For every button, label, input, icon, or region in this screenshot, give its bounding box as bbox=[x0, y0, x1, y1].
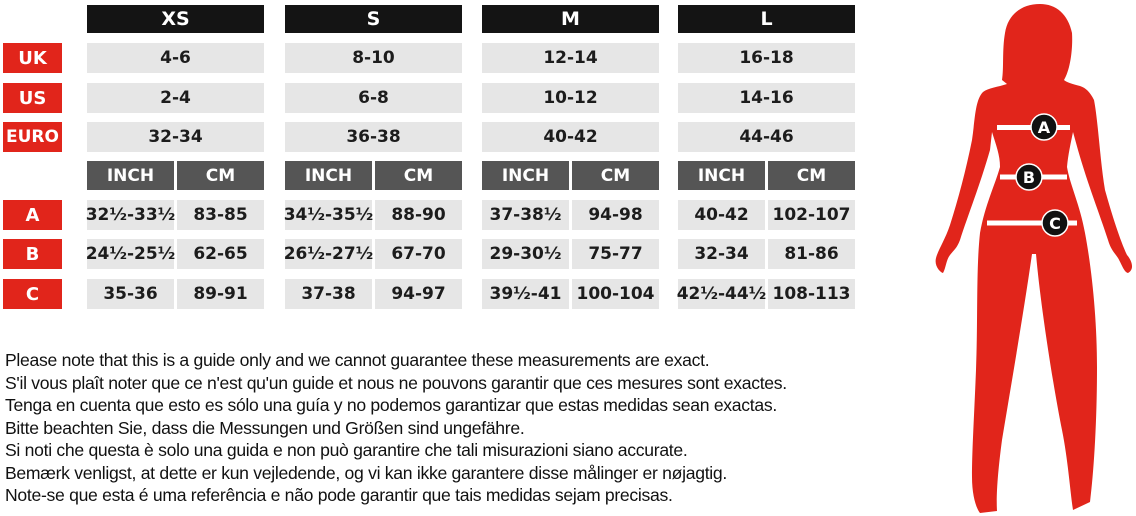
measure-a-cm-xs: 83-85 bbox=[177, 200, 264, 230]
inch-header: INCH bbox=[87, 161, 174, 190]
measure-b-inch-l: 32-34 bbox=[678, 239, 765, 269]
euro-size-s: 36-38 bbox=[285, 122, 462, 152]
size-header-xs: XS bbox=[87, 5, 264, 33]
measure-c-cm-xs: 89-91 bbox=[177, 279, 264, 309]
us-size-m: 10-12 bbox=[482, 83, 659, 113]
measure-a-inch-m: 37-38½ bbox=[482, 200, 569, 230]
measure-c-inch-m: 39½-41 bbox=[482, 279, 569, 309]
measure-b-cm-l: 81-86 bbox=[768, 239, 855, 269]
uk-size-m: 12-14 bbox=[482, 43, 659, 73]
note-en: Please note that this is a guide only an… bbox=[5, 350, 710, 370]
cm-header: CM bbox=[572, 161, 659, 190]
row-label-a: A bbox=[3, 200, 62, 230]
female-silhouette-icon: A B C bbox=[935, 4, 1133, 513]
cm-header: CM bbox=[375, 161, 462, 190]
measure-b-inch-s: 26½-27½ bbox=[284, 239, 373, 269]
measure-b-inch-xs: 24½-25½ bbox=[86, 239, 175, 269]
cm-header: CM bbox=[177, 161, 264, 190]
disclaimer-notes: Please note that this is a guide only an… bbox=[5, 349, 787, 507]
measure-b-cm-m: 75-77 bbox=[572, 239, 659, 269]
marker-c: C bbox=[987, 209, 1077, 237]
cm-header: CM bbox=[768, 161, 855, 190]
note-da: Bemærk venligst, at dette er kun vejlede… bbox=[5, 462, 727, 483]
note-es: Tenga en cuenta que esto es sólo una guí… bbox=[5, 395, 777, 415]
note-pt: Note-se que esta é uma referência e não … bbox=[5, 485, 673, 505]
us-size-s: 6-8 bbox=[285, 83, 462, 113]
svg-text:B: B bbox=[1023, 168, 1035, 187]
measure-a-inch-xs: 32½-33½ bbox=[86, 200, 175, 230]
marker-a: A bbox=[997, 113, 1070, 141]
measure-a-inch-l: 40-42 bbox=[678, 200, 765, 230]
svg-text:C: C bbox=[1049, 214, 1061, 233]
measure-c-cm-m: 100-104 bbox=[572, 279, 659, 309]
measure-a-cm-l: 102-107 bbox=[768, 200, 855, 230]
row-label-c: C bbox=[3, 279, 62, 309]
size-header-s: S bbox=[285, 5, 462, 33]
note-fr: S'il vous plaît noter que ce n'est qu'un… bbox=[5, 372, 787, 393]
measure-c-inch-xs: 35-36 bbox=[87, 279, 174, 309]
measure-a-cm-m: 94-98 bbox=[572, 200, 659, 230]
measure-a-inch-s: 34½-35½ bbox=[284, 200, 373, 230]
euro-size-l: 44-46 bbox=[678, 122, 855, 152]
euro-size-xs: 32-34 bbox=[87, 122, 264, 152]
us-size-l: 14-16 bbox=[678, 83, 855, 113]
measure-c-cm-s: 94-97 bbox=[375, 279, 462, 309]
measure-c-inch-s: 37-38 bbox=[285, 279, 372, 309]
measure-b-inch-m: 29-30½ bbox=[482, 239, 569, 269]
row-label-us: US bbox=[3, 83, 62, 113]
inch-header: INCH bbox=[482, 161, 569, 190]
measure-c-cm-l: 108-113 bbox=[768, 279, 855, 309]
measure-b-cm-s: 67-70 bbox=[375, 239, 462, 269]
size-header-l: L bbox=[678, 5, 855, 33]
inch-header: INCH bbox=[678, 161, 765, 190]
row-label-euro: EURO bbox=[3, 122, 62, 152]
measure-b-cm-xs: 62-65 bbox=[177, 239, 264, 269]
measure-a-cm-s: 88-90 bbox=[375, 200, 462, 230]
measure-c-inch-l: 42½-44½ bbox=[677, 279, 766, 309]
note-it: Si noti che questa è solo una guida e no… bbox=[5, 440, 688, 460]
size-header-m: M bbox=[482, 5, 659, 33]
note-de: Bitte beachten Sie, dass die Messungen u… bbox=[5, 417, 525, 438]
uk-size-xs: 4-6 bbox=[87, 43, 264, 73]
body-silhouette bbox=[935, 4, 1133, 513]
uk-size-l: 16-18 bbox=[678, 43, 855, 73]
row-label-uk: UK bbox=[3, 43, 62, 73]
row-label-b: B bbox=[3, 239, 62, 269]
svg-text:A: A bbox=[1038, 118, 1051, 137]
us-size-xs: 2-4 bbox=[87, 83, 264, 113]
marker-b: B bbox=[1000, 163, 1067, 191]
uk-size-s: 8-10 bbox=[285, 43, 462, 73]
euro-size-m: 40-42 bbox=[482, 122, 659, 152]
inch-header: INCH bbox=[285, 161, 372, 190]
